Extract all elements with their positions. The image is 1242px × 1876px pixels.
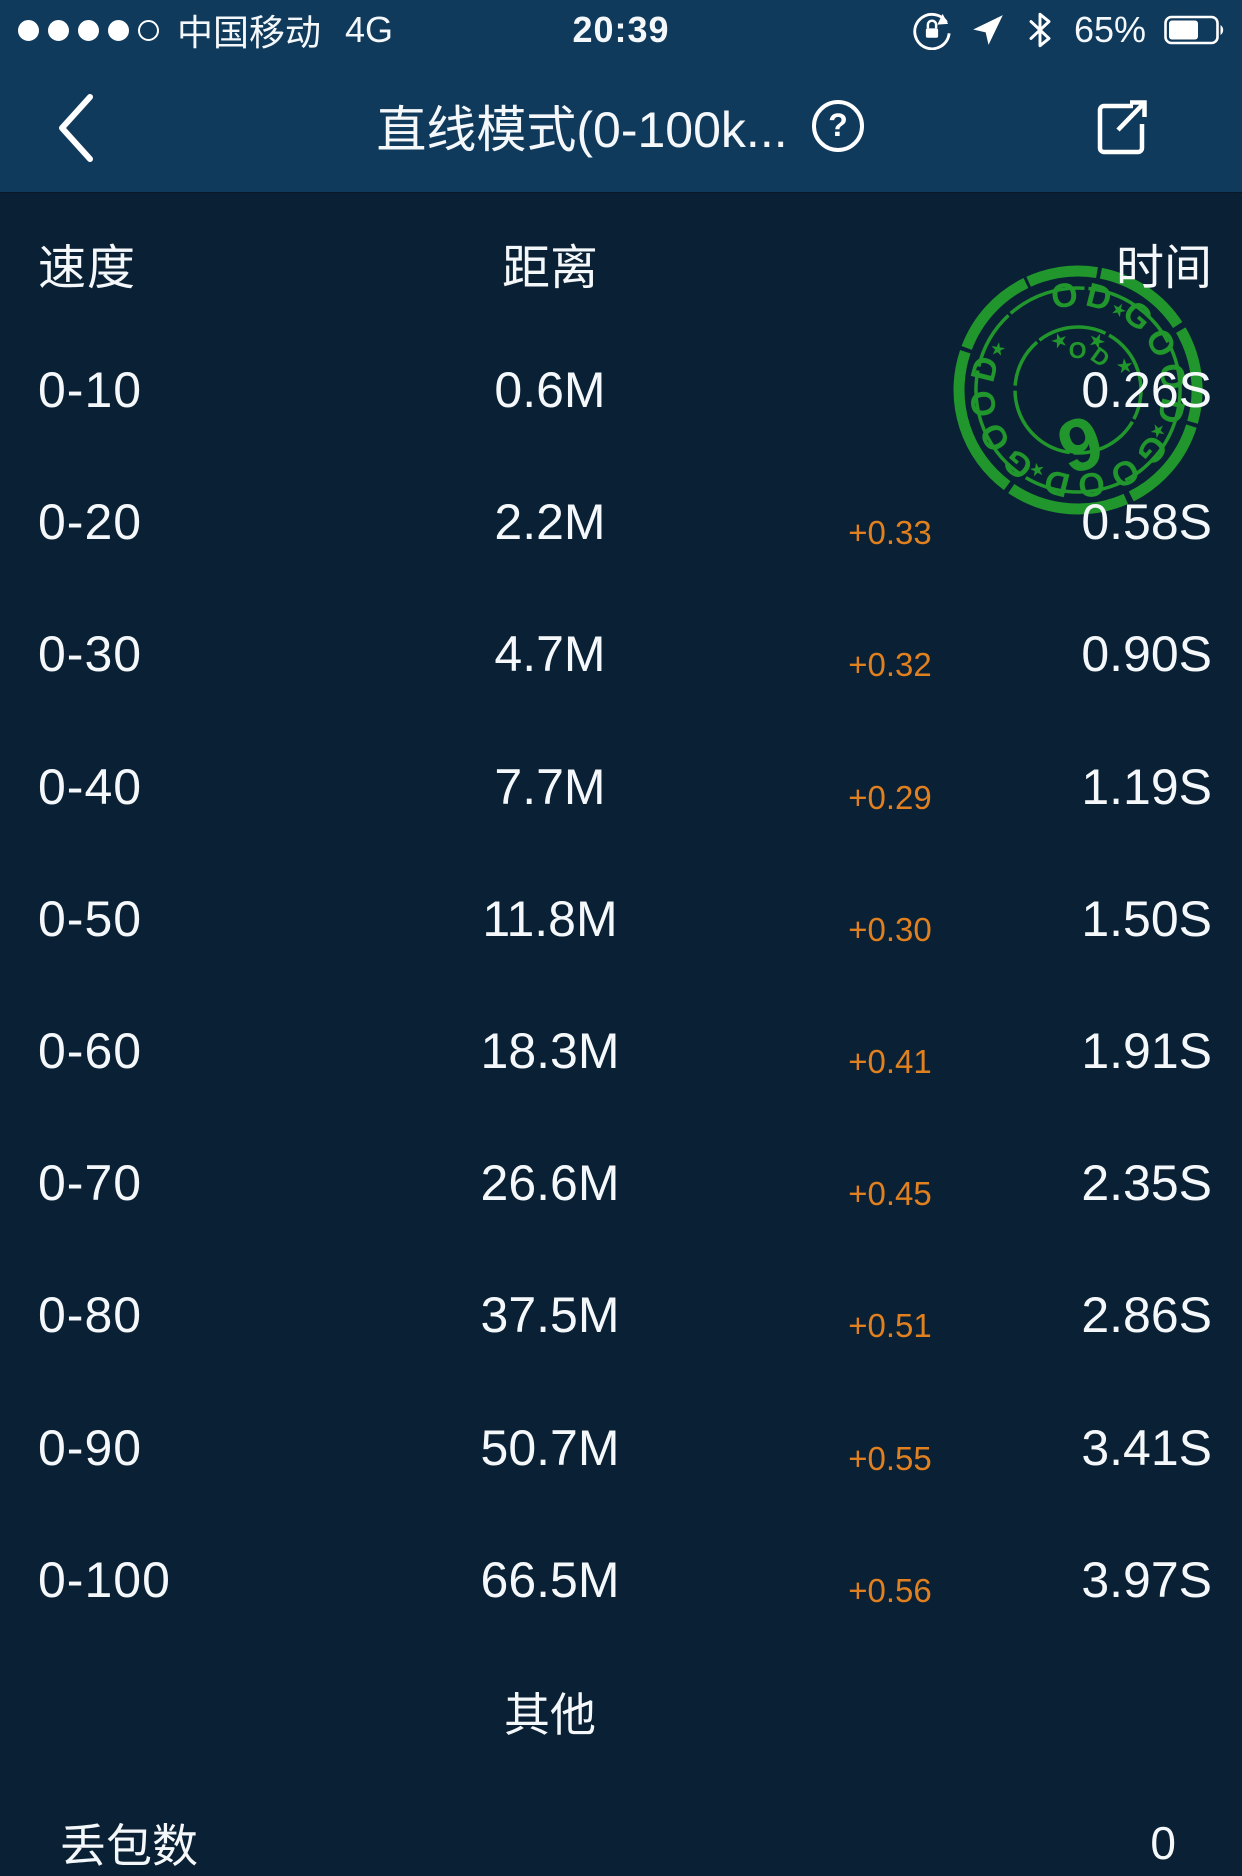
speed-cell: 0-100	[38, 1551, 171, 1608]
delta-cell: +0.32	[848, 646, 932, 684]
speed-cell: 0-80	[38, 1287, 143, 1344]
table-row: 0-10 0.6M 0.26S	[0, 324, 1242, 456]
other-section-header: 其他	[0, 1646, 1242, 1778]
other-section-title: 其他	[504, 1689, 596, 1741]
delta-cell: +0.51	[848, 1307, 932, 1345]
distance-cell: 37.5M	[480, 1287, 620, 1344]
bluetooth-icon	[1029, 12, 1051, 48]
signal-dot	[108, 19, 129, 41]
header-time: 时间	[1115, 242, 1212, 295]
time-cell: 2.35S	[1081, 1155, 1212, 1212]
packet-loss-row: 丢包数 0	[0, 1777, 1242, 1876]
time-cell: 3.97S	[1081, 1551, 1212, 1608]
share-button[interactable]	[1088, 94, 1154, 160]
table-row: 0-30 4.7M +0.32 0.90S	[0, 588, 1242, 720]
speed-cell: 0-10	[38, 362, 143, 418]
help-button[interactable]: ?	[810, 98, 866, 154]
delta-cell: +0.29	[848, 778, 932, 816]
time-cell: 1.19S	[1081, 758, 1212, 815]
speed-cell: 0-50	[38, 890, 143, 947]
table-row: 0-50 11.8M +0.30 1.50S	[0, 853, 1242, 985]
page-title: 直线模式(0-100k...	[376, 102, 788, 158]
header-distance: 距离	[501, 242, 598, 295]
share-icon	[1097, 103, 1145, 155]
distance-cell: 26.6M	[480, 1155, 620, 1212]
battery-icon	[1164, 15, 1224, 45]
top-chrome: 中国移动 4G 20:39 65%	[0, 0, 1242, 192]
speed-cell: 0-20	[38, 494, 143, 551]
good-stamp: GOOD GOOD GOOD GOOD ★ ★ ★ ★ ★ ★ ★ ★ ★ GO…	[928, 240, 1210, 522]
delta-cell: +0.56	[848, 1571, 932, 1609]
packet-loss-value: 0	[1150, 1817, 1176, 1869]
rotation-lock-icon	[913, 12, 951, 50]
distance-cell: 50.7M	[480, 1419, 620, 1476]
question-mark-glyph: ?	[828, 107, 848, 143]
delta-cell: +0.45	[848, 1175, 932, 1213]
table-row: 0-80 37.5M +0.51 2.86S	[0, 1249, 1242, 1381]
table-row: 0-70 26.6M +0.45 2.35S	[0, 1117, 1242, 1249]
time-cell: 3.41S	[1081, 1419, 1212, 1476]
signal-dot	[48, 19, 69, 41]
distance-cell: 2.2M	[494, 494, 606, 551]
time-cell: 0.26S	[1081, 362, 1212, 418]
delta-cell: +0.55	[848, 1439, 932, 1477]
signal-dot	[78, 19, 99, 41]
time-cell: 1.50S	[1081, 890, 1212, 947]
speed-cell: 0-30	[38, 626, 143, 683]
chevron-left-icon	[59, 94, 93, 162]
distance-cell: 66.5M	[480, 1551, 620, 1608]
header-speed: 速度	[38, 242, 137, 295]
table-row: 0-40 7.7M +0.29 1.19S	[0, 721, 1242, 853]
table-header-row: 速度 距离 时间	[0, 197, 1242, 329]
signal-dots	[18, 19, 159, 41]
table-row: 0-100 66.5M +0.56 3.97S	[0, 1514, 1242, 1646]
packet-loss-label: 丢包数	[60, 1820, 198, 1872]
distance-cell: 11.8M	[482, 890, 618, 947]
speed-cell: 0-60	[38, 1023, 143, 1079]
distance-cell: 0.6M	[494, 362, 606, 418]
signal-dot	[138, 19, 159, 41]
carrier-label: 中国移动	[177, 12, 322, 53]
speed-cell: 0-90	[38, 1419, 143, 1476]
time-cell: 2.86S	[1081, 1287, 1212, 1344]
signal-dot	[18, 19, 39, 41]
battery-fill	[1169, 20, 1198, 40]
battery-percent: 65%	[1073, 9, 1146, 50]
speed-cell: 0-70	[38, 1155, 143, 1212]
back-button[interactable]	[52, 90, 112, 166]
delta-cell: +0.33	[848, 514, 932, 552]
network-label: 4G	[345, 9, 394, 50]
time-cell: 0.90S	[1081, 626, 1212, 683]
results-table: 速度 距离 时间 0-10 0.6M 0.26S 0-20 2.2M +0.33…	[0, 192, 1242, 1876]
table-row: 0-90 50.7M +0.55 3.41S	[0, 1382, 1242, 1514]
time-cell: 0.58S	[1081, 494, 1212, 551]
location-icon	[973, 15, 1003, 45]
distance-cell: 18.3M	[480, 1023, 620, 1079]
speed-cell: 0-40	[38, 758, 143, 815]
delta-cell: +0.41	[848, 1043, 932, 1080]
clock: 20:39	[572, 9, 670, 50]
table-row: 0-20 2.2M +0.33 0.58S	[0, 456, 1242, 588]
table-row: 0-60 18.3M +0.41 1.91S	[0, 985, 1242, 1117]
distance-cell: 7.7M	[494, 758, 606, 815]
status-bar: 中国移动 4G 20:39 65%	[0, 0, 1242, 60]
delta-cell: +0.30	[848, 910, 932, 948]
distance-cell: 4.7M	[494, 626, 606, 683]
time-cell: 1.91S	[1081, 1023, 1212, 1079]
nav-bar: 直线模式(0-100k... ?	[0, 60, 1242, 192]
